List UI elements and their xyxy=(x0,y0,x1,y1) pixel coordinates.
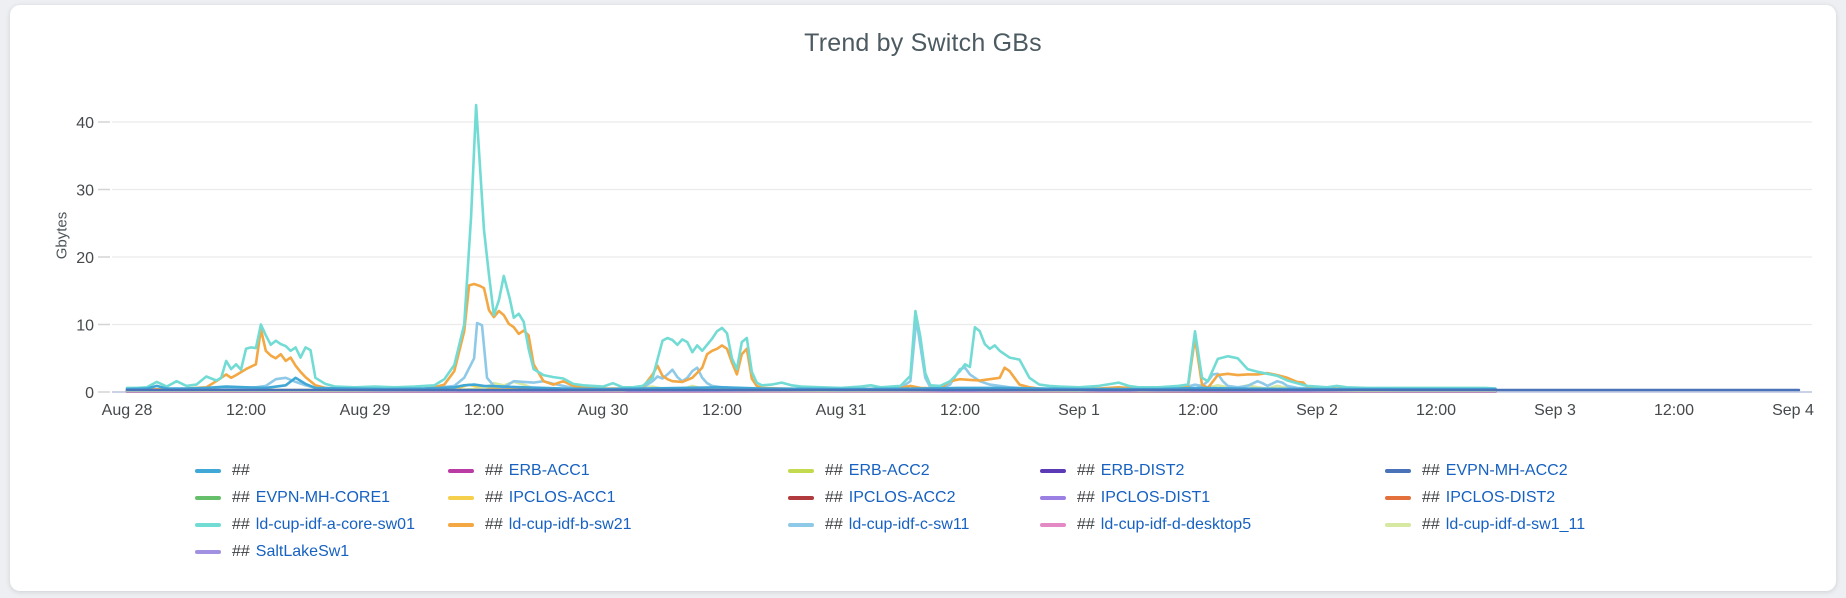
legend-item-IPCLOS-ACC2[interactable]: ## IPCLOS-ACC2 xyxy=(788,484,1040,511)
legend-prefix: ## xyxy=(1077,515,1095,533)
legend-swatch xyxy=(195,522,221,527)
legend-prefix: ## xyxy=(485,461,503,479)
legend-item-all-switches[interactable]: ## xyxy=(195,457,448,484)
legend-prefix: ## xyxy=(1422,488,1440,506)
legend-item-SaltLakeSw1[interactable]: ## SaltLakeSw1 xyxy=(195,538,448,565)
legend-label: IPCLOS-DIST2 xyxy=(1445,488,1556,506)
legend-item-ERB-ACC1[interactable]: ## ERB-ACC1 xyxy=(448,457,788,484)
legend-item-IPCLOS-DIST2[interactable]: ## IPCLOS-DIST2 xyxy=(1385,484,1585,511)
legend-swatch xyxy=(1385,522,1411,527)
legend-item-ERB-ACC2[interactable]: ## ERB-ACC2 xyxy=(788,457,1040,484)
legend-prefix: ## xyxy=(825,515,843,533)
x-tick-label: 12:00 xyxy=(1178,402,1218,419)
legend-swatch xyxy=(448,468,474,473)
legend-prefix: ## xyxy=(232,488,250,506)
x-tick-label: 12:00 xyxy=(464,402,504,419)
chart-legend: ## ## ERB-ACC1 ## ERB-ACC2 ## ERB-DIST2 ## EVPN-… xyxy=(195,457,1585,565)
x-tick-label: Sep 1 xyxy=(1058,402,1100,419)
legend-label: ERB-DIST2 xyxy=(1100,461,1185,479)
legend-prefix: ## xyxy=(232,461,250,479)
legend-item-ld-cup-idf-a-core-sw01[interactable]: ## ld-cup-idf-a-core-sw01 xyxy=(195,511,448,538)
x-tick-label: 12:00 xyxy=(940,402,980,419)
legend-label: IPCLOS-ACC1 xyxy=(508,488,616,506)
legend-label: IPCLOS-ACC2 xyxy=(848,488,956,506)
legend-swatch xyxy=(788,495,814,500)
legend-item-ld-cup-idf-c-sw11[interactable]: ## ld-cup-idf-c-sw11 xyxy=(788,511,1040,538)
legend-swatch xyxy=(1040,495,1066,500)
x-tick-label: Sep 3 xyxy=(1534,402,1576,419)
chart-title: Trend by Switch GBs xyxy=(804,29,1042,57)
legend-swatch xyxy=(448,495,474,500)
x-tick-label: Sep 2 xyxy=(1296,402,1338,419)
legend-label: EVPN-MH-ACC2 xyxy=(1445,461,1568,479)
y-tick-label: 0 xyxy=(85,385,94,402)
legend-item-IPCLOS-ACC1[interactable]: ## IPCLOS-ACC1 xyxy=(448,484,788,511)
legend-swatch xyxy=(788,468,814,473)
x-tick-label: Aug 30 xyxy=(578,402,629,419)
x-tick-label: Aug 28 xyxy=(102,402,153,419)
legend-item-ld-cup-idf-b-sw21[interactable]: ## ld-cup-idf-b-sw21 xyxy=(448,511,788,538)
series-line-all-switches[interactable] xyxy=(125,376,1497,391)
legend-prefix: ## xyxy=(232,515,250,533)
legend-prefix: ## xyxy=(825,488,843,506)
legend-item-ERB-DIST2[interactable]: ## ERB-DIST2 xyxy=(1040,457,1385,484)
x-tick-label: 12:00 xyxy=(226,402,266,419)
legend-label: ld-cup-idf-d-sw1_11 xyxy=(1445,515,1586,533)
legend-item-EVPN-MH-ACC2[interactable]: ## EVPN-MH-ACC2 xyxy=(1385,457,1585,484)
legend-label: SaltLakeSw1 xyxy=(255,542,350,560)
y-tick-label: 40 xyxy=(76,115,94,132)
x-tick-label: 12:00 xyxy=(1416,402,1456,419)
legend-prefix: ## xyxy=(232,542,250,560)
legend-prefix: ## xyxy=(1077,488,1095,506)
legend-swatch xyxy=(1385,468,1411,473)
legend-label: ld-cup-idf-d-desktop5 xyxy=(1100,515,1252,533)
x-tick-label: 12:00 xyxy=(1654,402,1694,419)
legend-label: ld-cup-idf-a-core-sw01 xyxy=(255,515,415,533)
y-tick-label: 20 xyxy=(76,250,94,267)
legend-prefix: ## xyxy=(1422,461,1440,479)
legend-swatch xyxy=(448,522,474,527)
series-line-ld-cup-idf-b-sw21[interactable] xyxy=(125,282,1497,391)
legend-label: ERB-ACC2 xyxy=(848,461,930,479)
legend-swatch xyxy=(788,522,814,527)
legend-label: IPCLOS-DIST1 xyxy=(1100,488,1211,506)
legend-swatch xyxy=(195,549,221,554)
legend-label: ld-cup-idf-c-sw11 xyxy=(848,515,970,533)
legend-swatch xyxy=(195,468,221,473)
legend-item-IPCLOS-DIST1[interactable]: ## IPCLOS-DIST1 xyxy=(1040,484,1385,511)
legend-label: EVPN-MH-CORE1 xyxy=(255,488,391,506)
legend-label: ld-cup-idf-b-sw21 xyxy=(508,515,632,533)
legend-swatch xyxy=(1040,522,1066,527)
legend-prefix: ## xyxy=(1422,515,1440,533)
legend-swatch xyxy=(195,495,221,500)
y-tick-label: 30 xyxy=(76,183,94,200)
legend-item-ld-cup-idf-d-desktop5[interactable]: ## ld-cup-idf-d-desktop5 xyxy=(1040,511,1385,538)
legend-prefix: ## xyxy=(1077,461,1095,479)
y-tick-label: 10 xyxy=(76,318,94,335)
x-tick-label: Sep 4 xyxy=(1772,402,1814,419)
x-tick-label: Aug 29 xyxy=(340,402,391,419)
chart-card: Trend by Switch GBs Gbytes xyxy=(10,5,1836,591)
legend-item-ld-cup-idf-d-sw1_11[interactable]: ## ld-cup-idf-d-sw1_11 xyxy=(1385,511,1585,538)
x-tick-label: Aug 31 xyxy=(816,402,867,419)
legend-label: ERB-ACC1 xyxy=(508,461,590,479)
legend-swatch xyxy=(1040,468,1066,473)
x-tick-label: 12:00 xyxy=(702,402,742,419)
legend-prefix: ## xyxy=(485,488,503,506)
legend-swatch xyxy=(1385,495,1411,500)
legend-prefix: ## xyxy=(825,461,843,479)
legend-item-EVPN-MH-CORE1[interactable]: ## EVPN-MH-CORE1 xyxy=(195,484,448,511)
legend-prefix: ## xyxy=(485,515,503,533)
series-line-ld-cup-idf-a-core-sw01[interactable] xyxy=(125,103,1497,390)
